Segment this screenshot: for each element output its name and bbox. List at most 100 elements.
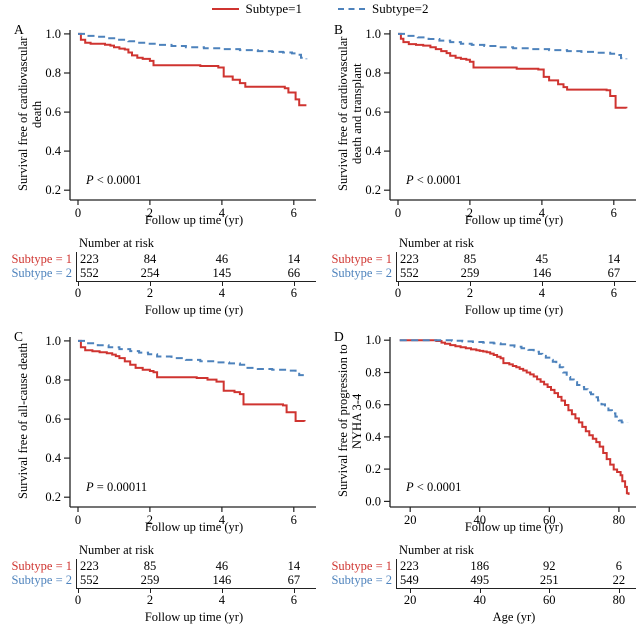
survival-curve-subtype-2 — [78, 32, 308, 60]
x-tick-label: 40 — [473, 513, 486, 527]
risk-count: 146 — [532, 266, 552, 280]
risk-count: 251 — [539, 573, 559, 587]
risk-row-label-subtype1: Subtype = 1 — [11, 252, 72, 266]
y-tick-label: 0.0 — [365, 494, 381, 508]
panel-b-plot: 0.2 0.4 0.6 0.8 1.0 0 2 4 6 — [365, 27, 636, 220]
panel-c: C Survival free of all-cause death 0.2 0.… — [0, 323, 320, 538]
risk-axis-tick — [149, 282, 151, 286]
risk-row-label-subtype1: Subtype = 1 — [331, 252, 392, 266]
risk-axis-tick-label: 4 — [218, 593, 225, 607]
risk-row-label-subtype2: Subtype = 2 — [331, 573, 392, 587]
p-text: < 0.0001 — [413, 480, 462, 494]
x-tick-label: 2 — [147, 206, 153, 220]
risk-axis-tick-label: 6 — [290, 593, 297, 607]
x-tick-label: 0 — [395, 206, 401, 220]
y-tick-label: 0.6 — [365, 105, 381, 119]
survival-curve-subtype-2 — [78, 339, 306, 377]
y-tick-label: 0.4 — [45, 451, 61, 465]
x-tick-label: 6 — [291, 206, 297, 220]
risk-axis-tick-label: 20 — [403, 593, 417, 607]
risk-table-b: Number at risk Subtype = 1 Subtype = 2 2… — [320, 231, 640, 323]
risk-axis-tick — [410, 589, 412, 593]
risk-axis-tick-label: 40 — [473, 593, 486, 607]
risk-count: 145 — [212, 266, 232, 280]
legend-item-subtype1: Subtype=1 — [211, 1, 302, 17]
panel-b-p-value: P < 0.0001 — [406, 173, 461, 188]
x-tick-label: 4 — [219, 513, 226, 527]
risk-axis-tick — [469, 282, 471, 286]
risk-axis-tick-label: 4 — [538, 286, 545, 300]
risk-axis-title: Age (yr) — [492, 610, 536, 624]
p-symbol: P — [86, 480, 94, 494]
panel-d-plot: 0.0 0.2 0.4 0.6 0.8 1.0 20 40 60 80 — [365, 333, 636, 527]
risk-axis-title: Follow up time (yr) — [464, 303, 564, 317]
risk-counts-subtype2: 552 254 145 66 — [0, 266, 320, 280]
risk-count: 14 — [607, 252, 621, 266]
risk-axis-tick — [221, 282, 223, 286]
y-tick-label: 1.0 — [365, 333, 381, 347]
y-tick-label: 0.6 — [45, 105, 61, 119]
p-symbol: P — [406, 173, 414, 187]
x-tick-label: 0 — [75, 513, 81, 527]
risk-table-a: Number at risk Subtype = 1 Subtype = 2 2… — [0, 231, 320, 323]
risk-axis-title: Follow up time (yr) — [144, 610, 244, 624]
risk-axis-frame — [76, 559, 316, 589]
legend-label-subtype2: Subtype=2 — [372, 0, 429, 16]
risk-count: 14 — [287, 252, 301, 266]
risk-axis-tick-label: 60 — [543, 593, 556, 607]
panel-a-x-axis-title: Follow up time (yr) — [144, 213, 244, 227]
risk-axis-ticks: 20 40 60 80 — [320, 538, 640, 607]
risk-axis-frame — [396, 252, 636, 282]
risk-axis-tick — [479, 589, 481, 593]
risk-axis-tick — [541, 282, 543, 286]
x-tick-label: 60 — [543, 513, 556, 527]
x-tick-label: 2 — [467, 206, 473, 220]
risk-counts-subtype2: 549 495 251 22 — [320, 573, 640, 587]
risk-axis-tick — [293, 589, 295, 593]
risk-axis-tick-label: 2 — [146, 286, 154, 300]
risk-count: 549 — [400, 573, 419, 587]
risk-counts-subtype1: 223 84 46 14 — [0, 252, 320, 266]
risk-row-label-subtype1: Subtype = 1 — [11, 559, 72, 573]
p-text: = 0.00011 — [93, 480, 148, 494]
risk-axis-tick — [221, 589, 223, 593]
risk-counts-subtype2: 552 259 146 67 — [0, 573, 320, 587]
p-text: < 0.0001 — [93, 173, 142, 187]
y-tick-label: 0.6 — [365, 398, 381, 412]
p-symbol: P — [406, 480, 414, 494]
dashed-line-icon — [338, 7, 365, 10]
risk-count: 495 — [470, 573, 490, 587]
plot-legend: Subtype=1 Subtype=2 — [0, 0, 640, 17]
y-tick-label: 0.4 — [365, 430, 381, 444]
y-tick-label: 0.4 — [45, 144, 61, 158]
risk-count: 66 — [287, 266, 301, 280]
risk-count: 186 — [470, 559, 490, 573]
survival-curve-subtype-2 — [398, 32, 628, 60]
panel-b: B Survival free of cardiovascular death … — [320, 16, 640, 231]
risk-count: 85 — [143, 559, 157, 573]
panel-c-plot: 0.2 0.4 0.6 0.8 1.0 0 2 4 6 — [45, 334, 316, 527]
risk-axis-tick-label: 6 — [610, 286, 617, 300]
risk-table-c: Number at risk Subtype = 1 Subtype = 2 2… — [0, 538, 320, 630]
risk-count: 92 — [543, 559, 556, 573]
risk-count: 84 — [143, 252, 157, 266]
risk-count: 552 — [400, 266, 419, 280]
legend-item-subtype2: Subtype=2 — [338, 1, 428, 17]
y-tick-label: 0.2 — [365, 462, 381, 476]
risk-counts-subtype2: 552 259 146 67 — [320, 266, 640, 280]
survival-curve-subtype-1 — [399, 339, 630, 495]
risk-row-label-subtype1: Subtype = 1 — [331, 559, 392, 573]
risk-table-header: Number at risk — [79, 236, 154, 250]
y-tick-label: 0.4 — [365, 144, 381, 158]
risk-count: 223 — [400, 559, 419, 573]
risk-row-label-subtype2: Subtype = 2 — [11, 266, 72, 280]
panel-d: D Survival free of progression to NYHA 3… — [320, 323, 640, 538]
risk-count: 14 — [287, 559, 301, 573]
risk-count: 67 — [287, 573, 301, 587]
risk-axis-tick-label: 80 — [612, 593, 626, 607]
risk-axis-tick-label: 6 — [290, 286, 297, 300]
y-tick-label: 0.2 — [45, 490, 61, 504]
